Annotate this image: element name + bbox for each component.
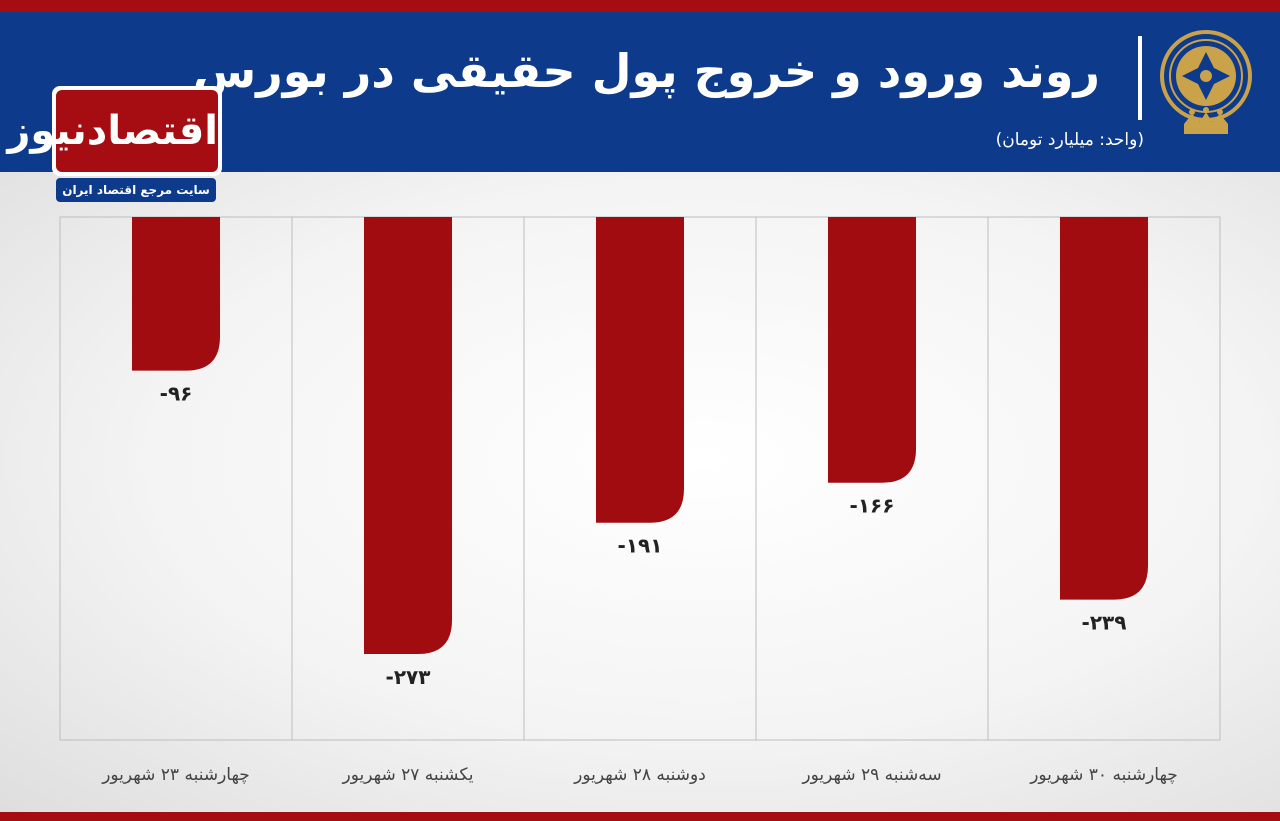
page-title: روند ورود و خروج پول حقیقی در بورس — [192, 44, 1100, 98]
brand-tagline: سایت مرجع اقتصاد ایران — [56, 178, 216, 202]
bar-value-label: -۲۷۳ — [386, 665, 431, 689]
title-divider — [1138, 36, 1142, 120]
bar — [596, 217, 684, 523]
category-label: چهارشنبه ۳۰ شهریور — [1029, 765, 1178, 785]
category-label: یکشنبه ۲۷ شهریور — [342, 765, 474, 785]
top-accent-stripe — [0, 0, 1280, 12]
bar — [1060, 217, 1148, 600]
bar-value-label: -۱۶۶ — [850, 494, 895, 518]
unit-label: (واحد: میلیارد تومان) — [995, 130, 1144, 150]
category-label: سه‌شنبه ۲۹ شهریور — [801, 765, 941, 785]
brand-name: اقتصادنیوز — [7, 90, 218, 172]
bar-value-label: -۹۶ — [160, 382, 193, 406]
bottom-accent-stripe — [0, 812, 1280, 821]
bar — [132, 217, 220, 371]
bar-value-label: -۲۳۹ — [1082, 611, 1127, 635]
category-label: چهارشنبه ۲۳ شهریور — [101, 765, 250, 785]
stock-exchange-logo-icon — [1160, 30, 1252, 134]
bar — [828, 217, 916, 483]
bar — [364, 217, 452, 654]
brand-logo: اقتصادنیوز — [7, 86, 222, 176]
bar-value-label: -۱۹۱ — [618, 534, 663, 558]
category-label: دوشنبه ۲۸ شهریور — [573, 765, 706, 785]
